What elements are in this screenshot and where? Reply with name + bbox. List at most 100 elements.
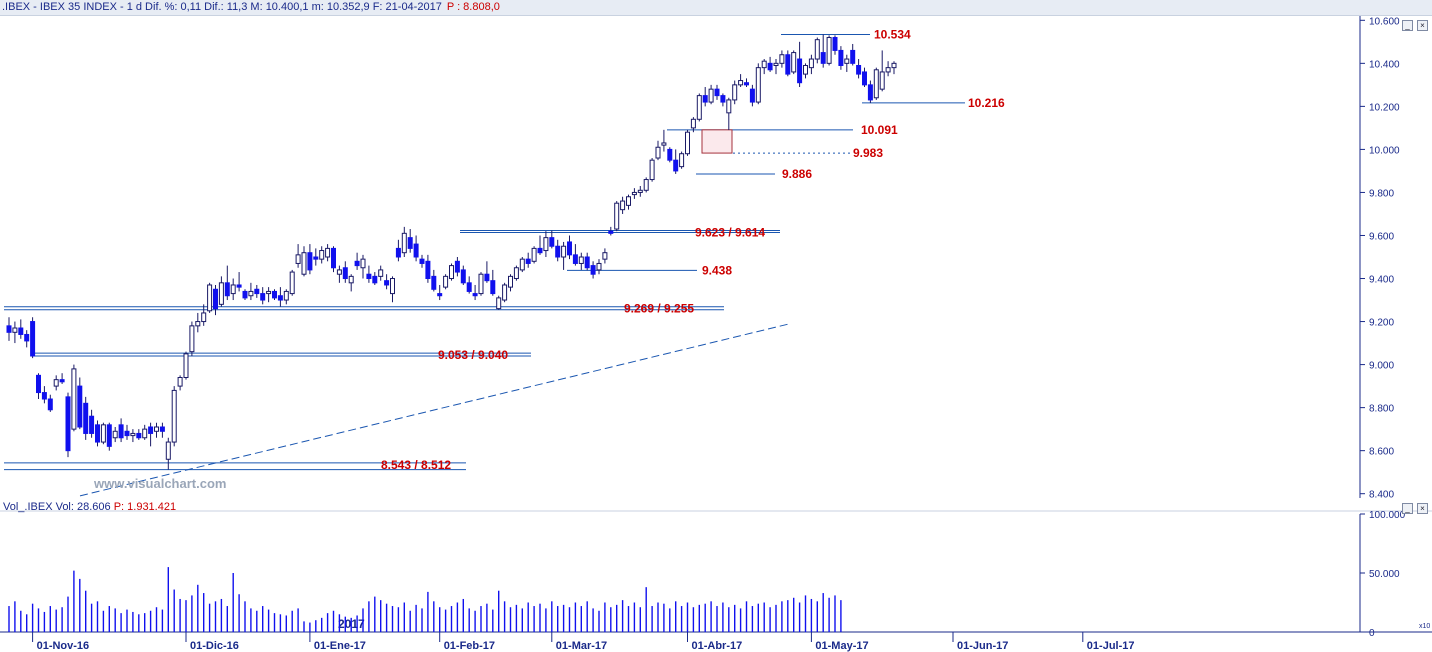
y-tick-label: 9.400 [1369,275,1394,286]
candle-body [325,247,331,258]
candle-body [407,237,413,249]
candle-body [649,159,655,181]
x-tick-label: 01-Feb-17 [444,640,495,652]
volume-y-tick-label: 50.000 [1369,569,1400,580]
candle-body [360,258,366,269]
volume-price: P: 1.931.421 [113,501,177,513]
candle-body [431,275,437,290]
candle-body [378,269,384,277]
candle-body [832,37,838,51]
candle-body [797,58,803,84]
candle-body [478,273,484,295]
candle-body [513,267,519,280]
y-tick-label: 9.200 [1369,318,1394,329]
candle-body [24,333,30,342]
y-tick-label: 10.000 [1369,145,1400,156]
candle-body [18,327,24,335]
x-tick-label: 01-Nov-16 [37,640,90,652]
candle-body [808,58,814,69]
candle-body [862,71,867,86]
candle-body [189,325,195,353]
candle-body [826,37,832,64]
candle-body [148,426,154,434]
candle-body [242,290,248,299]
candle-body [112,430,118,439]
candle-body [867,84,873,101]
level-label: 8.543 / 8.512 [381,458,451,472]
candle-body [738,80,744,86]
level-label: 10.091 [861,123,898,137]
candle-body [372,275,378,284]
candle-body [767,62,773,71]
candle-body [59,379,65,383]
candle-body [791,52,797,73]
y-tick-label: 10.400 [1369,59,1400,70]
candle-body [236,284,242,288]
candle-body [749,88,755,103]
candle-body [466,282,472,292]
candle-body [602,252,608,260]
candle-body [755,67,761,103]
candle-body [319,250,325,260]
y-tick-label: 9.800 [1369,188,1394,199]
candle-body [100,424,106,443]
candle-body [696,95,702,120]
candle-body [885,67,891,73]
candle-body [472,293,478,297]
candle-body [307,252,313,271]
candle-body [690,118,696,129]
x-tick-label: 01-May-17 [815,640,868,652]
candle-body [626,196,631,206]
candle-body [260,293,266,301]
candle-body [12,327,18,333]
close-icon[interactable]: × [1417,20,1428,31]
candle-body [484,273,490,282]
level-label: 9.886 [782,167,812,181]
candle-body [207,284,213,312]
candle-body [519,258,525,271]
candle-body [673,159,679,172]
candle-body [413,243,419,258]
candle-body [272,290,277,299]
candle-body [838,49,844,66]
candle-body [177,377,183,387]
trendline [79,323,791,497]
candle-body [620,200,626,211]
candle-body [631,191,637,196]
candle-body [313,256,319,260]
candle-body [744,82,749,86]
candle-body [496,297,502,310]
volume-close-icon[interactable]: × [1417,503,1428,514]
candle-body [873,69,879,99]
candle-body [661,142,667,146]
candle-body [171,389,177,443]
candle-body [726,99,732,114]
volume-header: Vol_.IBEX Vol: 28.606 P: 1.931.421 [3,501,176,513]
candle-body [590,265,596,275]
candle-body [437,293,443,297]
candle-body [803,64,808,75]
candle-body [395,247,401,258]
candle-body [89,415,95,434]
y-tick-label: 10.600 [1369,16,1400,27]
candle-body [218,282,224,305]
candle-body [584,256,590,269]
candle-body [702,95,708,103]
candle-body [879,71,885,90]
candle-body [549,237,555,247]
candle-body [714,88,720,97]
candle-body [643,179,649,191]
candle-body [331,247,336,269]
candle-body [449,265,454,280]
candle-body [785,54,791,75]
gap-box [701,129,733,154]
candle-body [555,245,561,258]
chart-title: .IBEX - IBEX 35 INDEX - 1 d Dif. %: 0,11… [2,1,442,13]
volume-y-tick-label: 0 [1369,628,1375,639]
candle-body [856,64,862,75]
price-readout: P : 8.808,0 [446,1,500,13]
minimize-icon[interactable]: _ [1402,20,1413,31]
volume-minimize-icon[interactable]: _ [1402,503,1413,514]
candle-body [561,245,567,258]
